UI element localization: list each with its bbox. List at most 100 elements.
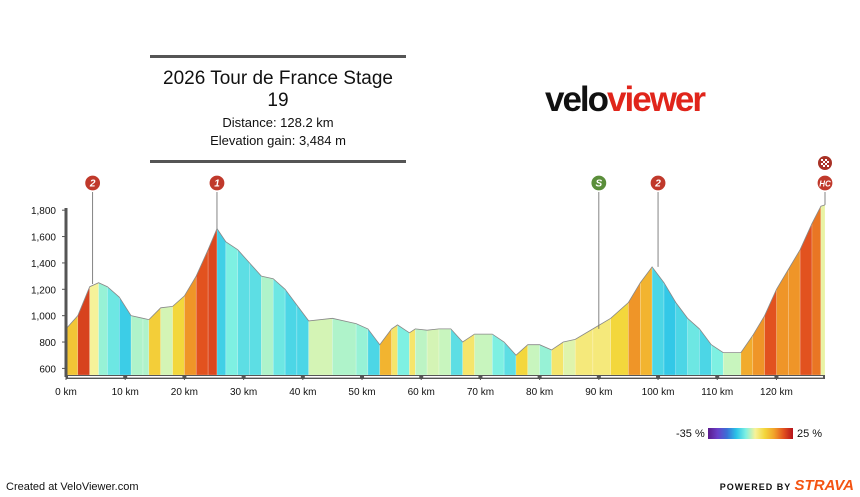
profile-segment xyxy=(474,333,493,376)
finish-flag-check xyxy=(823,161,825,163)
profile-segment xyxy=(172,295,185,376)
profile-segment xyxy=(551,341,564,376)
profile-segment xyxy=(628,281,641,376)
profile-segment xyxy=(379,328,392,376)
strava-logo: STRAVA xyxy=(794,477,854,494)
profile-segment xyxy=(563,339,576,376)
x-tick-label: 20 km xyxy=(171,387,198,398)
profile-segment xyxy=(207,228,218,376)
legend-max-label: 25 % xyxy=(797,428,823,440)
elevation-text: Elevation gain: 3,484 m xyxy=(210,133,346,148)
profile-segment xyxy=(261,275,274,376)
x-tick-label: 70 km xyxy=(467,387,494,398)
x-axis-stripe xyxy=(68,376,124,378)
profile-segment xyxy=(592,317,611,376)
profile-segment xyxy=(397,324,410,376)
profile-segment xyxy=(651,266,665,376)
profile-outline xyxy=(65,204,826,356)
profile-segment xyxy=(409,328,416,376)
profile-segment xyxy=(675,301,688,376)
profile-segment xyxy=(640,266,653,376)
finish-flag-check xyxy=(825,163,827,165)
marker-label: HC xyxy=(819,180,831,189)
x-tick-label: 80 km xyxy=(526,387,553,398)
x-axis-stripe xyxy=(660,376,716,378)
x-tick-label: 50 km xyxy=(348,387,375,398)
marker-label: 2 xyxy=(89,179,96,190)
x-axis-stripe xyxy=(600,376,657,378)
climb-marker xyxy=(649,174,667,192)
profile-segment xyxy=(119,296,132,376)
x-tick-label: 120 km xyxy=(760,387,793,398)
x-tick-label: 0 km xyxy=(55,387,77,398)
profile-segment xyxy=(515,344,528,376)
distance-text: Distance: 128.2 km xyxy=(222,115,334,130)
climb-marker xyxy=(208,174,226,192)
profile-segment xyxy=(663,281,676,376)
powered-by-label: POWERED BY xyxy=(719,482,792,492)
climb-marker xyxy=(816,174,834,192)
x-axis-stripe xyxy=(482,376,538,378)
x-tick-label: 10 km xyxy=(112,387,139,398)
marker-label: 2 xyxy=(654,179,661,190)
profile-segment xyxy=(308,318,333,376)
y-tick-label: 1,600 xyxy=(31,233,56,244)
finish-flag-check xyxy=(827,161,829,163)
profile-segment xyxy=(225,241,238,376)
profile-segment xyxy=(216,227,227,376)
y-tick-label: 1,400 xyxy=(31,259,56,270)
finish-flag-check xyxy=(821,163,823,165)
profile-segment xyxy=(77,286,90,376)
finish-flag-check xyxy=(821,159,823,161)
profile-segment xyxy=(575,328,594,376)
climb-marker xyxy=(84,174,102,192)
y-tick-label: 1,000 xyxy=(31,312,56,323)
logo-part2: viewer xyxy=(607,80,706,119)
x-tick-label: 60 km xyxy=(408,387,435,398)
x-axis-stripe xyxy=(304,376,361,378)
x-axis-stripe xyxy=(245,376,301,378)
y-tick-label: 600 xyxy=(39,364,56,375)
profile-segment xyxy=(273,278,286,376)
title-block: 2026 Tour de France Stage 19 Distance: 1… xyxy=(150,55,406,163)
title-rule-bottom xyxy=(150,160,406,163)
x-tick-label: 40 km xyxy=(289,387,316,398)
y-tick-label: 1,800 xyxy=(31,206,56,217)
profile-segment xyxy=(249,262,262,376)
profile-segment xyxy=(142,318,150,376)
profile-segment xyxy=(195,249,209,376)
profile-segment xyxy=(527,344,540,376)
veloviewer-logo: veloviewer xyxy=(545,80,706,120)
profile-segment xyxy=(160,306,173,376)
profile-segment xyxy=(723,352,742,376)
gradient-legend-bar xyxy=(708,428,793,439)
x-axis-stripe xyxy=(127,376,183,378)
y-tick-label: 1,200 xyxy=(31,285,56,296)
profile-segment xyxy=(740,334,753,376)
created-at-text: Created at VeloViewer.com xyxy=(6,481,139,493)
profile-segment xyxy=(89,282,99,376)
profile-segment xyxy=(332,318,357,376)
profile-segment xyxy=(699,328,712,376)
profile-segment xyxy=(98,282,108,376)
x-tick-label: 30 km xyxy=(230,387,257,398)
legend-min-label: -35 % xyxy=(676,428,705,440)
y-tick-label: 800 xyxy=(39,338,56,349)
profile-segment xyxy=(184,275,197,376)
profile-segment xyxy=(610,302,629,376)
profile-segment xyxy=(65,315,79,376)
profile-segment xyxy=(462,333,475,376)
profile-segment xyxy=(107,286,120,376)
finish-flag-check xyxy=(827,165,829,167)
profile-segment xyxy=(426,328,440,376)
profile-segment xyxy=(296,304,309,376)
profile-segment xyxy=(391,324,398,376)
profile-segment xyxy=(752,314,765,376)
profile-segment xyxy=(711,344,724,376)
powered-by-strava: POWERED BY STRAVA xyxy=(720,477,854,494)
x-tick-label: 100 km xyxy=(642,387,675,398)
x-tick-label: 110 km xyxy=(701,387,733,398)
x-axis-stripe xyxy=(423,376,479,378)
profile-segment xyxy=(415,328,428,376)
